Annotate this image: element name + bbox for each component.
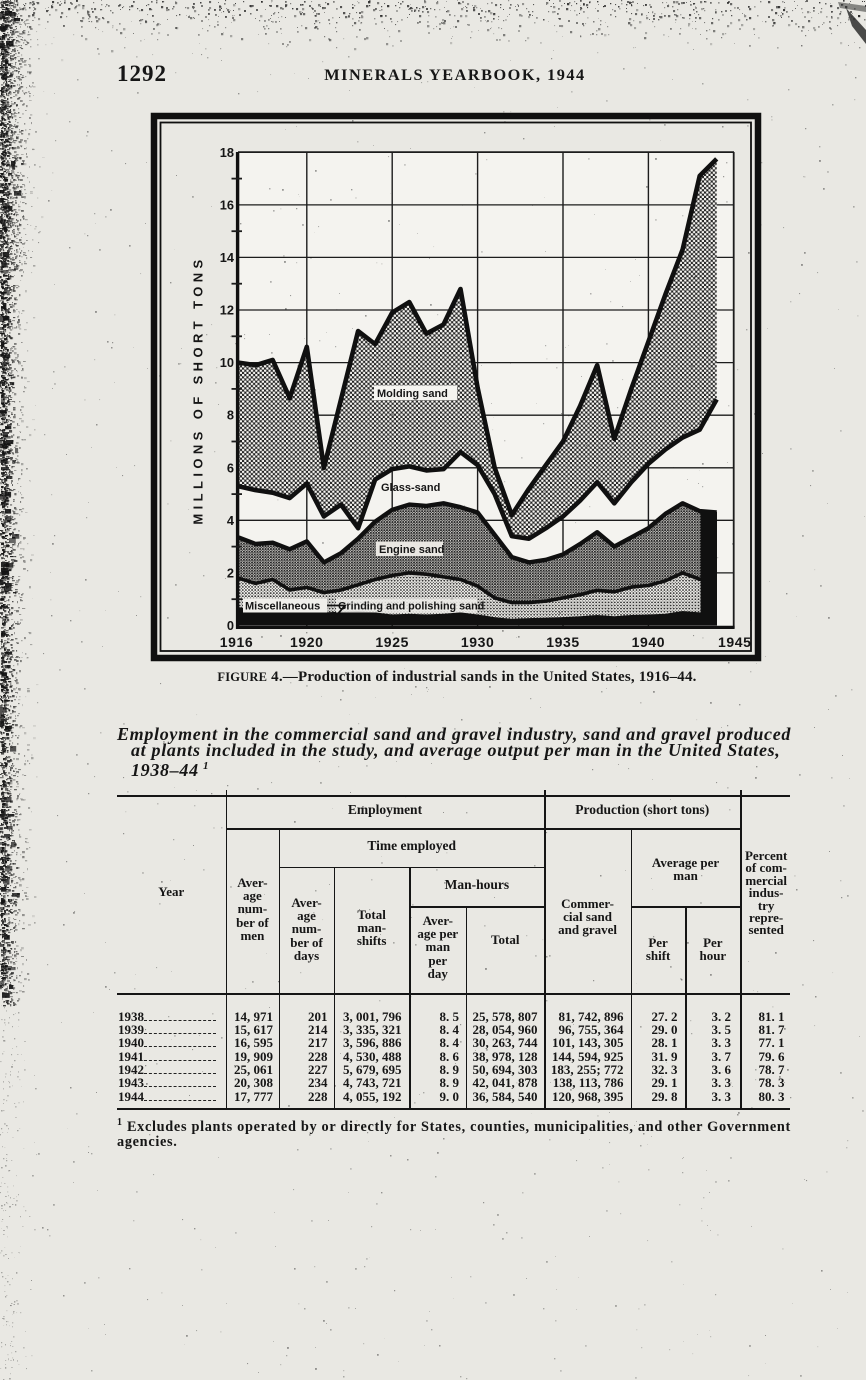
svg-text:14: 14	[220, 250, 235, 265]
svg-text:Grinding and polishing sand: Grinding and polishing sand	[338, 601, 484, 613]
svg-text:8: 8	[227, 408, 234, 423]
svg-text:1940: 1940	[632, 634, 666, 650]
svg-text:1935: 1935	[546, 634, 580, 650]
svg-text:0: 0	[227, 618, 234, 633]
svg-text:12: 12	[220, 303, 234, 318]
svg-text:1925: 1925	[375, 634, 409, 650]
svg-text:2: 2	[227, 565, 234, 580]
svg-text:10: 10	[220, 355, 234, 370]
svg-text:18: 18	[220, 145, 234, 160]
svg-text:MILLIONS OF SHORT TONS: MILLIONS OF SHORT TONS	[191, 255, 206, 524]
svg-text:Glass-sand: Glass-sand	[381, 482, 440, 494]
svg-text:4: 4	[227, 513, 235, 528]
svg-text:6: 6	[227, 460, 234, 475]
svg-text:1930: 1930	[461, 634, 495, 650]
svg-text:Miscellaneous: Miscellaneous	[245, 601, 320, 613]
svg-text:1945: 1945	[718, 634, 752, 650]
svg-text:1916: 1916	[220, 634, 254, 650]
svg-text:Molding sand: Molding sand	[377, 388, 448, 400]
svg-text:16: 16	[220, 197, 234, 212]
svg-text:Engine sand: Engine sand	[379, 544, 444, 556]
svg-text:1920: 1920	[290, 634, 324, 650]
